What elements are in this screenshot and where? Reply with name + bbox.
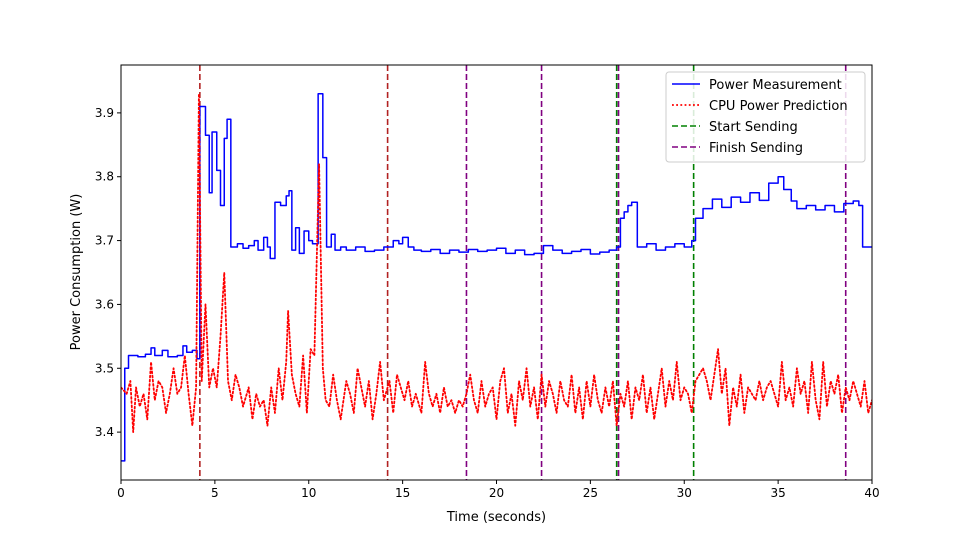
x-tick-label: 25	[583, 486, 598, 500]
y-axis: 3.4 3.5 3.6 3.7 3.8 3.9	[95, 106, 121, 439]
series-line	[121, 92, 872, 462]
x-axis: 0 5 10 15 20 25 30 35 40	[117, 480, 880, 500]
legend-label: Start Sending	[709, 120, 798, 135]
x-tick-label: 10	[301, 486, 316, 500]
y-tick-label: 3.6	[95, 297, 114, 311]
x-tick-label: 5	[211, 486, 219, 500]
x-tick-label: 15	[395, 486, 410, 500]
x-tick-label: 30	[677, 486, 692, 500]
series-layer	[121, 92, 872, 462]
y-axis-label: Power Consumption (W)	[69, 194, 84, 351]
y-tick-label: 3.4	[95, 425, 114, 439]
y-tick-label: 3.9	[95, 106, 114, 120]
x-tick-label: 35	[770, 486, 785, 500]
legend: Power Measurement CPU Power Prediction Sta…	[665, 71, 866, 163]
x-axis-label: Time (seconds)	[446, 510, 546, 525]
x-tick-label: 40	[864, 486, 879, 500]
legend-box	[665, 71, 866, 163]
legend-label: Finish Sending	[709, 141, 803, 156]
legend-label: CPU Power Prediction	[709, 99, 848, 114]
series-line	[121, 92, 872, 434]
x-tick-label: 20	[489, 486, 504, 500]
legend-label: Power Measurement	[709, 78, 842, 93]
x-tick-label: 0	[117, 486, 125, 500]
y-tick-label: 3.5	[95, 361, 114, 375]
y-tick-label: 3.8	[95, 170, 114, 184]
y-tick-label: 3.7	[95, 234, 114, 248]
